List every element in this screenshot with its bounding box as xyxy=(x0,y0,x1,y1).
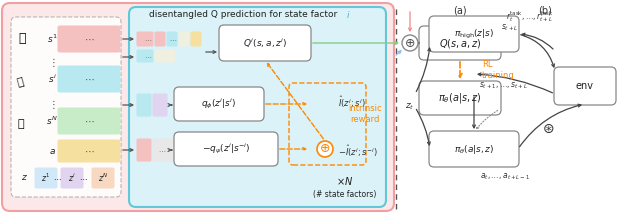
Text: $\vdots$: $\vdots$ xyxy=(48,55,56,68)
FancyBboxPatch shape xyxy=(191,31,202,46)
FancyBboxPatch shape xyxy=(35,168,58,189)
Text: $\cdots$: $\cdots$ xyxy=(158,147,166,153)
Text: $s_{t+L}$: $s_{t+L}$ xyxy=(501,23,518,33)
FancyBboxPatch shape xyxy=(166,31,177,46)
Text: intrinsic
reward: intrinsic reward xyxy=(348,104,382,124)
Text: (# state factors): (# state factors) xyxy=(314,190,377,199)
Text: $a$: $a$ xyxy=(49,147,56,156)
FancyBboxPatch shape xyxy=(429,131,519,167)
Text: $q_\phi(z^i|s^i)$: $q_\phi(z^i|s^i)$ xyxy=(201,97,237,111)
Text: $Q(s,a,z)$: $Q(s,a,z)$ xyxy=(438,37,481,49)
Text: $\cdots$: $\cdots$ xyxy=(52,174,61,183)
Text: $r_t^\mathrm{task},\ldots,r_{t+L}^\mathrm{task}$: $r_t^\mathrm{task},\ldots,r_{t+L}^\mathr… xyxy=(506,10,554,24)
Text: $z^N$: $z^N$ xyxy=(98,172,108,184)
FancyBboxPatch shape xyxy=(136,49,154,62)
Text: $i$: $i$ xyxy=(346,9,350,19)
Text: $\cdots$: $\cdots$ xyxy=(84,74,94,84)
FancyBboxPatch shape xyxy=(2,3,394,211)
FancyBboxPatch shape xyxy=(429,16,519,52)
FancyBboxPatch shape xyxy=(174,132,278,166)
Circle shape xyxy=(317,141,333,157)
Text: $\cdots$: $\cdots$ xyxy=(84,146,94,156)
Text: $z^1$: $z^1$ xyxy=(42,172,51,184)
FancyBboxPatch shape xyxy=(92,168,115,189)
FancyBboxPatch shape xyxy=(58,65,120,92)
FancyBboxPatch shape xyxy=(136,31,154,46)
FancyBboxPatch shape xyxy=(554,67,616,105)
FancyBboxPatch shape xyxy=(219,25,311,61)
Text: 🚙: 🚙 xyxy=(16,76,25,88)
FancyBboxPatch shape xyxy=(179,31,189,46)
Text: $\times N$: $\times N$ xyxy=(337,175,354,187)
Text: 🚐: 🚐 xyxy=(18,119,24,129)
Text: RL
training: RL training xyxy=(482,60,515,80)
Text: $s^N$: $s^N$ xyxy=(46,115,58,127)
FancyBboxPatch shape xyxy=(152,94,168,116)
Text: $\pi_\theta(a|s,z)$: $\pi_\theta(a|s,z)$ xyxy=(454,143,494,156)
FancyBboxPatch shape xyxy=(174,87,264,121)
Text: $\cdots$: $\cdots$ xyxy=(169,36,177,42)
FancyBboxPatch shape xyxy=(61,168,83,189)
Text: $s^i$: $s^i$ xyxy=(47,73,56,85)
Text: 🚗: 🚗 xyxy=(18,31,26,45)
Text: $\cdots$: $\cdots$ xyxy=(84,116,94,126)
Text: $z$: $z$ xyxy=(20,174,28,183)
Text: $\cdots$: $\cdots$ xyxy=(79,174,87,183)
Text: $-q_\psi(z^i|s^{-i})$: $-q_\psi(z^i|s^{-i})$ xyxy=(202,142,250,156)
Text: $s_{t+1},\ldots,s_{t+L}$: $s_{t+1},\ldots,s_{t+L}$ xyxy=(479,81,527,91)
FancyBboxPatch shape xyxy=(154,49,175,62)
Text: $\hat{I}(z^i;s^i)$: $\hat{I}(z^i;s^i)$ xyxy=(338,94,366,110)
Text: env: env xyxy=(576,81,594,91)
Text: $\vdots$: $\vdots$ xyxy=(48,98,56,110)
FancyBboxPatch shape xyxy=(136,138,152,162)
Text: $z^i$: $z^i$ xyxy=(68,172,76,184)
FancyBboxPatch shape xyxy=(419,81,501,115)
FancyBboxPatch shape xyxy=(11,17,121,197)
Text: $\pi_\mathrm{high}(z|s)$: $\pi_\mathrm{high}(z|s)$ xyxy=(454,27,494,40)
Text: $\oplus$: $\oplus$ xyxy=(404,37,415,49)
Text: disentangled Q prediction for state factor: disentangled Q prediction for state fact… xyxy=(149,9,340,18)
Text: $Q^i(s,a,z^i)$: $Q^i(s,a,z^i)$ xyxy=(243,36,287,50)
Text: $z_t$: $z_t$ xyxy=(405,102,415,112)
Text: $\pi_\theta(a|s,z)$: $\pi_\theta(a|s,z)$ xyxy=(438,91,482,105)
FancyBboxPatch shape xyxy=(419,26,501,60)
Circle shape xyxy=(402,35,418,51)
FancyBboxPatch shape xyxy=(136,94,152,116)
Text: (a): (a) xyxy=(453,5,467,15)
FancyBboxPatch shape xyxy=(58,25,120,52)
Text: $\circledast$: $\circledast$ xyxy=(542,122,554,136)
Text: $a_t,\ldots,a_{t+L-1}$: $a_t,\ldots,a_{t+L-1}$ xyxy=(480,172,530,182)
Text: $-\hat{I}(z^i;s^{-i})$: $-\hat{I}(z^i;s^{-i})$ xyxy=(338,143,378,159)
Text: $s^1$: $s^1$ xyxy=(47,33,58,45)
FancyBboxPatch shape xyxy=(154,31,166,46)
Text: (b): (b) xyxy=(538,5,552,15)
FancyBboxPatch shape xyxy=(58,140,120,162)
FancyBboxPatch shape xyxy=(58,107,120,135)
Text: $\cdots$: $\cdots$ xyxy=(144,53,152,59)
FancyBboxPatch shape xyxy=(152,138,182,162)
Text: $\oplus$: $\oplus$ xyxy=(319,143,331,156)
Text: $\cdots$: $\cdots$ xyxy=(84,34,94,44)
FancyBboxPatch shape xyxy=(129,7,386,207)
Text: $\cdots$: $\cdots$ xyxy=(144,36,152,42)
